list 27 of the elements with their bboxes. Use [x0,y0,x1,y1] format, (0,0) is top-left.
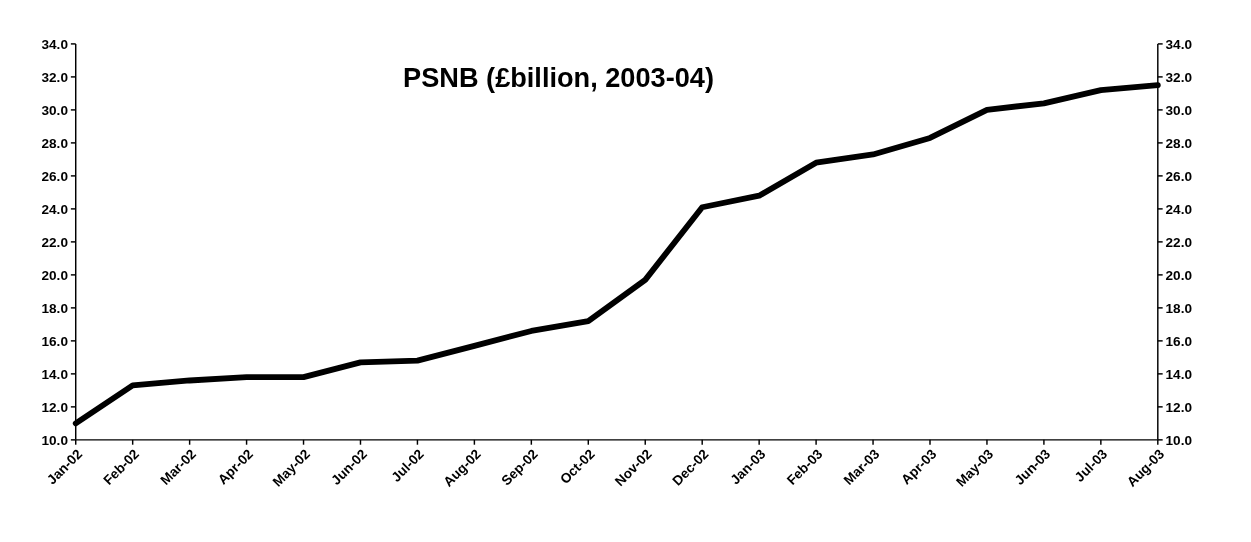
y-tick-label: 24.0 [41,201,68,217]
y-tick-label: 22.0 [41,234,68,250]
y2-tick-label: 16.0 [1165,333,1193,349]
y2-tick-label: 34.0 [1165,36,1193,52]
y-tick-label: 34.0 [41,36,68,52]
y-tick-label: 16.0 [41,333,68,349]
y2-tick-label: 30.0 [1165,102,1193,118]
y2-tick-label: 32.0 [1165,69,1193,85]
y-tick-label: 30.0 [41,102,68,118]
y2-tick-label: 14.0 [1165,366,1193,382]
y2-tick-label: 22.0 [1165,234,1193,250]
y2-tick-label: 10.0 [1165,432,1193,448]
y-tick-label: 20.0 [41,267,68,283]
y-tick-label: 26.0 [41,168,68,184]
y2-tick-label: 26.0 [1165,168,1193,184]
y2-tick-label: 12.0 [1165,399,1193,415]
text: PSNB (£billion, 2003-04) [403,61,714,93]
y2-tick-label: 20.0 [1165,267,1193,283]
y-tick-label: 10.0 [41,432,68,448]
y-tick-label: 12.0 [41,399,68,415]
y-tick-label: 28.0 [41,135,68,151]
y2-tick-label: 28.0 [1165,135,1193,151]
y2-tick-label: 24.0 [1165,201,1193,217]
y-tick-label: 32.0 [41,69,68,85]
y-tick-label: 18.0 [41,300,68,316]
y-tick-label: 14.0 [41,366,68,382]
y2-tick-label: 18.0 [1165,300,1193,316]
